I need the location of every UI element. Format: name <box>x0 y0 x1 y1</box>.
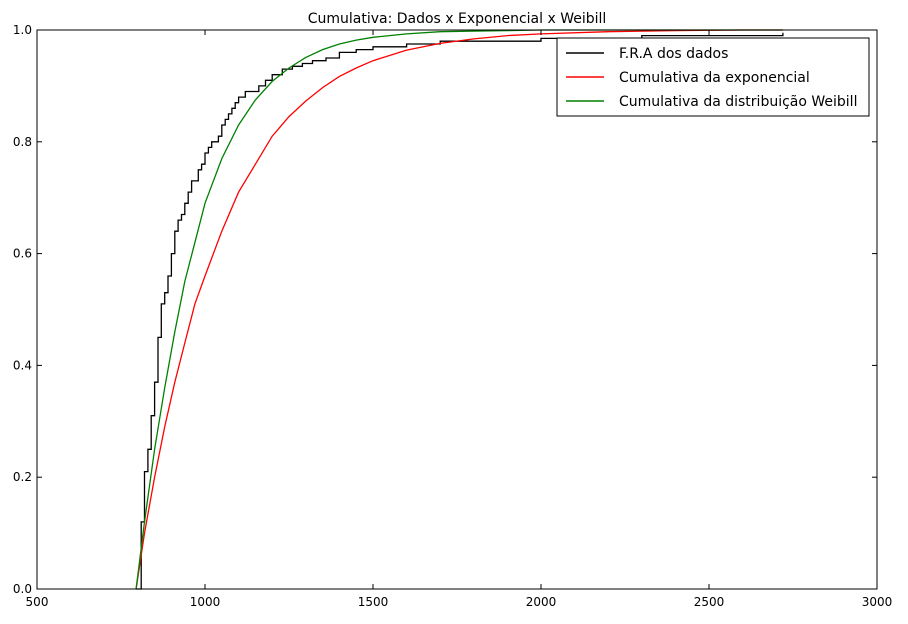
y-tick-label: 0.0 <box>13 582 32 596</box>
y-tick-label: 0.4 <box>13 358 32 372</box>
legend-label-2: Cumulativa da distribuição Weibill <box>619 94 857 110</box>
legend-label-1: Cumulativa da exponencial <box>619 70 810 86</box>
series-line-1 <box>135 29 783 590</box>
y-tick-label: 1.0 <box>13 23 32 37</box>
chart-title: Cumulativa: Dados x Exponencial x Weibil… <box>308 11 607 27</box>
legend-label-0: F.R.A dos dados <box>619 46 728 62</box>
plot-frame <box>36 29 878 590</box>
x-tick-label: 1500 <box>358 595 389 609</box>
x-axis: 500 1000 1500 2000 2500 3000 <box>26 30 893 609</box>
x-tick-label: 3000 <box>862 595 893 609</box>
legend-box <box>556 37 870 117</box>
y-tick-label: 0.2 <box>13 470 32 484</box>
legend: F.R.A dos dados Cumulativa da exponencial… <box>556 37 870 117</box>
series-line-0 <box>136 32 784 590</box>
x-tick-label: 2500 <box>694 595 725 609</box>
x-tick-label: 2000 <box>526 595 557 609</box>
x-tick-label: 500 <box>26 595 49 609</box>
y-tick-label: 0.6 <box>13 247 32 261</box>
y-tick-label: 0.8 <box>13 135 32 149</box>
x-tick-label: 1000 <box>190 595 221 609</box>
y-axis: 0.0 0.2 0.4 0.6 0.8 1.0 <box>13 23 877 596</box>
